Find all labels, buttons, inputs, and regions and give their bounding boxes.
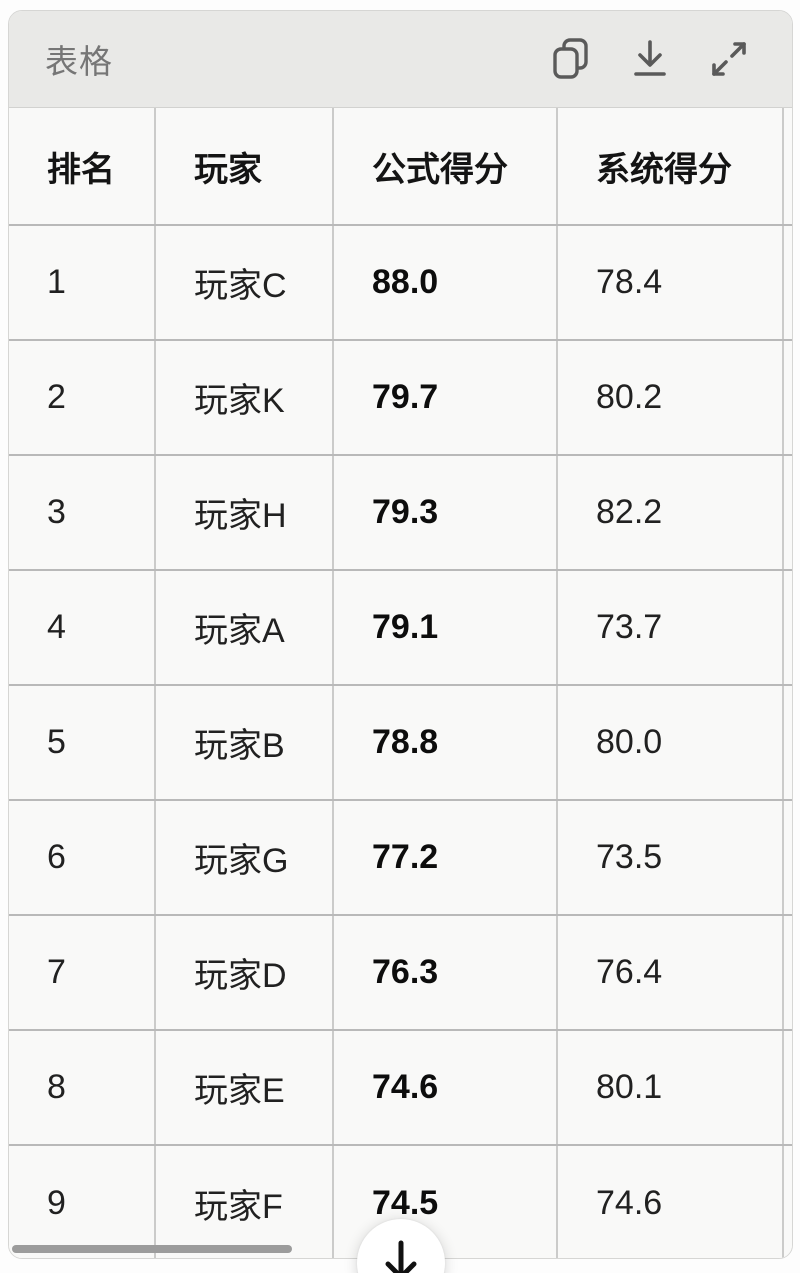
formula-score-cell: 78.8 [333,685,558,801]
rank-cell: 5 [9,685,156,801]
formula-score-cell: 79.1 [333,570,558,686]
column-header-system-score: 系统得分 [557,108,784,226]
clipped-cell [783,685,792,801]
widget-title: 表格 [45,43,113,80]
system-score-cell: 78.4 [557,225,784,341]
table-row: 6 玩家G 77.2 73.5 [9,800,792,916]
player-cell: 玩家H [155,455,334,571]
system-score-cell: 80.2 [557,340,784,456]
player-cell: 玩家K [155,340,334,456]
formula-score-cell: 79.3 [333,455,558,571]
system-score-cell: 73.7 [557,570,784,686]
clipped-cell [783,225,792,341]
table-scroll-area: 排名 玩家 公式得分 系统得分 1 玩家C 88.0 78.4 2 玩家K [9,108,792,1258]
expand-icon [712,42,746,76]
system-score-cell: 80.1 [557,1030,784,1146]
player-cell: 玩家F [155,1145,334,1258]
table-row: 2 玩家K 79.7 80.2 [9,340,792,456]
rank-cell: 1 [9,225,156,341]
system-score-cell: 73.5 [557,800,784,916]
expand-button[interactable] [708,36,750,82]
formula-score-cell: 76.3 [333,915,558,1031]
horizontal-scrollbar-thumb[interactable] [12,1245,292,1253]
clipped-cell [783,1030,792,1146]
system-score-cell: 74.6 [557,1145,784,1258]
clipped-cell [783,915,792,1031]
clipped-cell [783,800,792,916]
rank-cell: 3 [9,455,156,571]
rank-cell: 8 [9,1030,156,1146]
copy-button[interactable] [550,36,592,82]
system-score-cell: 76.4 [557,915,784,1031]
player-cell: 玩家D [155,915,334,1031]
table-row: 7 玩家D 76.3 76.4 [9,915,792,1031]
rank-cell: 2 [9,340,156,456]
table-row: 8 玩家E 74.6 80.1 [9,1030,792,1146]
download-icon [634,40,666,76]
widget-toolbar [550,36,750,82]
table-widget: 表格 [8,10,793,1259]
player-cell: 玩家A [155,570,334,686]
player-cell: 玩家B [155,685,334,801]
formula-score-cell: 74.6 [333,1030,558,1146]
column-header-player: 玩家 [155,108,334,226]
formula-score-cell: 77.2 [333,800,558,916]
player-cell: 玩家G [155,800,334,916]
clipped-cell [783,1145,792,1258]
clipped-column-header [783,108,792,226]
table-row: 3 玩家H 79.3 82.2 [9,455,792,571]
data-table: 排名 玩家 公式得分 系统得分 1 玩家C 88.0 78.4 2 玩家K [9,108,792,1258]
clipped-cell [783,340,792,456]
player-cell: 玩家E [155,1030,334,1146]
column-header-rank: 排名 [9,108,156,226]
arrow-down-icon [385,1240,417,1273]
rank-cell: 7 [9,915,156,1031]
column-header-formula-score: 公式得分 [333,108,558,226]
table-row: 5 玩家B 78.8 80.0 [9,685,792,801]
copy-icon [553,38,588,79]
header-row: 排名 玩家 公式得分 系统得分 [9,108,792,226]
formula-score-cell: 88.0 [333,225,558,341]
rank-cell: 4 [9,570,156,686]
player-cell: 玩家C [155,225,334,341]
system-score-cell: 80.0 [557,685,784,801]
formula-score-cell: 79.7 [333,340,558,456]
clipped-cell [783,455,792,571]
widget-header: 表格 [9,11,792,108]
download-button[interactable] [629,36,671,82]
rank-cell: 6 [9,800,156,916]
clipped-cell [783,570,792,686]
system-score-cell: 82.2 [557,455,784,571]
table-row: 1 玩家C 88.0 78.4 [9,225,792,341]
rank-cell: 9 [9,1145,156,1258]
table-row: 4 玩家A 79.1 73.7 [9,570,792,686]
